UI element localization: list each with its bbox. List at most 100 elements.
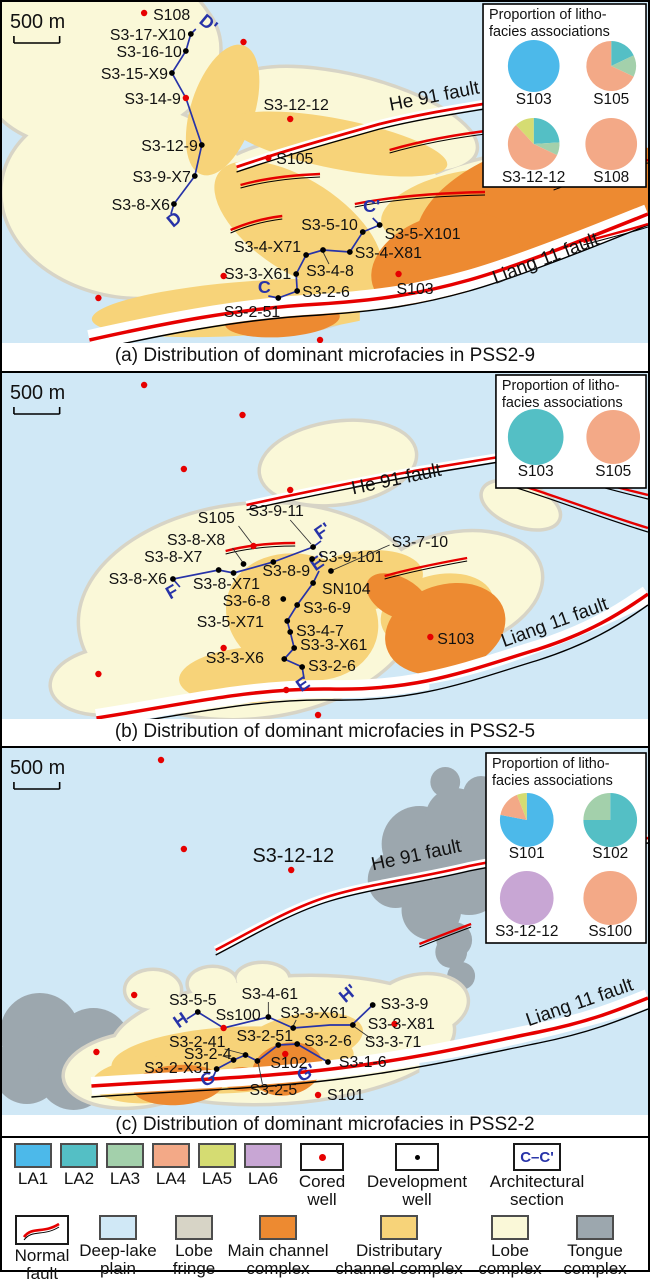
cored-well-dot <box>220 272 227 280</box>
legend-deep-lake-plain-label: Deep-lake plain <box>79 1241 157 1278</box>
pie-slice <box>507 409 564 465</box>
well-leader <box>289 519 312 545</box>
cored-well-dot <box>95 294 102 302</box>
cored-well-box <box>300 1143 344 1171</box>
map-a: 500 m D'DC'CS108S3-17-X10S3-16-10S3-15-X9… <box>2 2 648 343</box>
legend-lobe-fringe: Lobe fringe <box>162 1215 226 1278</box>
well-label: S3-16-10 <box>117 44 182 61</box>
deep-lake-se-region <box>429 605 648 719</box>
legend-la1: LA1 <box>10 1143 56 1188</box>
well-label: S3-2-6 <box>302 284 350 301</box>
cored-well-dot <box>427 633 434 641</box>
well-label: S108 <box>153 7 190 24</box>
development-well-dot <box>275 295 282 301</box>
well-label: S3-2-41 <box>169 1034 226 1051</box>
well-label: S3-2-6 <box>304 1033 352 1050</box>
legend-la4-label: LA4 <box>155 1169 187 1188</box>
panel-a: 500 m D' D C' C S108 S3-17-X10 S3-16-10 S3-15-X9… <box>2 2 648 373</box>
development-well-dot <box>359 229 366 235</box>
development-well-dot <box>230 1057 237 1063</box>
cored-well-dot <box>288 866 295 874</box>
development-well-dot <box>230 570 237 576</box>
well-label: S3-4-X71 <box>234 239 301 256</box>
well-label: S3-12-9 <box>141 138 198 155</box>
well-label: S105 <box>198 510 235 527</box>
liang-11-fault-line <box>91 996 648 1088</box>
development-well-dot <box>290 1025 297 1031</box>
well-label: S3-1-6 <box>339 1054 387 1071</box>
LA1-swatch <box>14 1143 52 1168</box>
development-well-dot <box>169 70 175 76</box>
LA2-swatch <box>60 1143 98 1168</box>
pie-slice <box>533 142 560 156</box>
scale-bar <box>13 782 61 790</box>
well-label: S3-4-61 <box>242 986 299 1003</box>
map-c: 500 mHH'G G'S3-12-12S3-5-5Ss100S3-4-61S3-… <box>2 748 648 1115</box>
legend-la3: LA3 <box>102 1143 148 1188</box>
development-well-dot <box>309 556 315 562</box>
development-well-dot <box>281 656 288 662</box>
well-label: S3-5-X71 <box>197 614 264 631</box>
development-well-dot <box>320 247 326 253</box>
development-well-dot <box>170 576 176 582</box>
cored-well-dot <box>95 670 102 678</box>
liang-11-fault-line <box>96 592 648 719</box>
cored-well-dot <box>283 686 290 694</box>
inset-title: facies associations <box>502 395 623 411</box>
cored-well-dot <box>140 381 148 389</box>
cored-well-dot <box>182 94 190 102</box>
well-label: S3-3-X81 <box>368 1016 435 1033</box>
legend: LA1 LA2 LA3 LA4 LA5 LA6 Cored well Development we… <box>2 1138 648 1283</box>
legend-la5-label: LA5 <box>201 1169 233 1188</box>
well-label: S3-6-8 <box>223 593 271 610</box>
cored-well-dot <box>140 9 148 17</box>
legend-tongue-complex-label: Tongue complex <box>563 1241 627 1278</box>
well-label: S105 <box>276 151 313 168</box>
legend-la5: LA5 <box>194 1143 240 1188</box>
well-label: S3-6-9 <box>303 600 351 617</box>
development-well-dot <box>328 568 334 574</box>
well-leader <box>238 525 252 544</box>
development-well-dot <box>182 48 189 54</box>
panel-c: 500 m H H' G G' S3-12-12 S3-5-5 Ss100 S3-4-61 S3-… <box>2 748 648 1138</box>
development-well-dot <box>293 271 300 277</box>
cored-well-dot <box>314 711 322 719</box>
cored-well-dot <box>287 115 294 123</box>
minor-fault-traces <box>225 545 468 580</box>
cored-well-icon <box>318 1153 326 1161</box>
legend-architectural-section-label: Architectural section <box>489 1172 585 1209</box>
scale-bar <box>13 407 61 415</box>
well-label: S3-8-X71 <box>193 576 260 593</box>
pie-slice <box>585 118 638 170</box>
scale-bar <box>13 36 61 44</box>
LA5-swatch <box>198 1143 236 1168</box>
well-label: S3-8-X7 <box>144 549 202 566</box>
development-well-dot <box>191 173 198 179</box>
legend-main-channel-complex: Main channel complex <box>226 1215 330 1278</box>
well-label: S3-2-X31 <box>144 1060 211 1077</box>
section-line <box>186 1004 374 1029</box>
well-label: S3-4-7 <box>296 623 344 640</box>
deep-lake-se-region <box>359 225 648 343</box>
cored-well-dot <box>265 154 272 162</box>
development-well-dot <box>198 142 205 148</box>
well-label: S3-3-X61 <box>300 637 367 654</box>
pie-slice <box>516 117 534 144</box>
well-label: S3-8-X6 <box>109 571 167 588</box>
well-label: S3-15-X9 <box>101 66 168 83</box>
liang-11-fault-line <box>89 212 648 342</box>
well-label: S3-7-10 <box>392 534 449 551</box>
architectural-section-box: C–C' <box>513 1143 561 1171</box>
pie-label: S105 <box>593 91 629 108</box>
section-letter: C' <box>363 196 380 216</box>
deep_lake_plain-swatch <box>99 1215 137 1240</box>
pie-slice <box>507 125 558 170</box>
legend-la2-label: LA2 <box>63 1169 95 1188</box>
cored-well-dot <box>220 1024 227 1032</box>
LA6-swatch <box>244 1143 282 1168</box>
legend-la4: LA4 <box>148 1143 194 1188</box>
tongue_complex-swatch <box>576 1215 614 1240</box>
cored-well-dot <box>180 465 188 473</box>
pie-label: S108 <box>593 169 629 186</box>
cored-well-dot <box>316 336 324 343</box>
